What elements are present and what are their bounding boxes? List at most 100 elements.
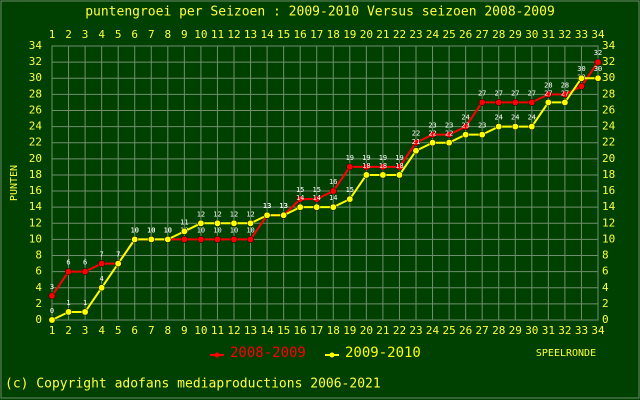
data-label: 19: [379, 154, 387, 162]
x-tick-label: 2: [65, 324, 72, 337]
data-point: [445, 131, 453, 139]
data-point: [511, 123, 519, 131]
x-tick-label: 5: [115, 324, 122, 337]
data-point: [412, 139, 420, 147]
data-label: 23: [445, 122, 453, 130]
data-label: 1: [83, 299, 87, 307]
data-label: 12: [246, 210, 254, 218]
data-point: [346, 163, 354, 171]
data-label: 11: [180, 218, 188, 226]
x-tick-label: 23: [409, 324, 422, 337]
data-point: [164, 235, 172, 243]
x-tick-label: 26: [459, 324, 472, 337]
data-label: 1: [66, 299, 70, 307]
x-tick-label: 18: [327, 324, 340, 337]
data-label: 19: [346, 154, 354, 162]
x-tick-label: 34: [591, 324, 605, 337]
data-label: 3: [50, 283, 54, 291]
data-point: [98, 260, 106, 268]
x-tick-label: 31: [542, 324, 555, 337]
x-top-tick-label: 31: [542, 28, 555, 41]
x-tick-label: 16: [294, 324, 307, 337]
data-label: 10: [147, 226, 155, 234]
data-label: 14: [329, 194, 337, 202]
data-label: 24: [461, 114, 469, 122]
x-top-tick-label: 24: [426, 28, 440, 41]
x-tick-label: 13: [244, 324, 257, 337]
data-point: [362, 163, 370, 171]
series-line: [51, 77, 598, 321]
data-point: [296, 195, 304, 203]
y2-tick-label: 26: [602, 103, 615, 116]
y-tick-label: 6: [35, 265, 42, 278]
data-point: [247, 219, 254, 227]
legend-label: 2008-2009: [230, 345, 306, 361]
y2-tick-label: 4: [602, 281, 609, 294]
y2-tick-label: 30: [602, 71, 615, 84]
data-point: [48, 292, 56, 300]
x-top-tick-label: 26: [459, 28, 472, 41]
data-label: 7: [116, 251, 120, 259]
data-label: 22: [428, 130, 436, 138]
data-label: 30: [594, 65, 602, 73]
data-label: 7: [116, 251, 120, 259]
y-tick-label: 16: [29, 184, 42, 197]
data-label: 6: [66, 259, 70, 267]
x-top-tick-label: 8: [165, 28, 172, 41]
x-tick-label: 3: [82, 324, 89, 337]
x-tick-label: 22: [393, 324, 406, 337]
legend-marker: [329, 352, 335, 358]
data-label: 10: [164, 226, 172, 234]
data-point: [131, 235, 139, 243]
y-tick-label: 24: [29, 120, 43, 133]
x-top-tick-label: 21: [376, 28, 389, 41]
data-label: 7: [100, 251, 104, 259]
data-point: [362, 171, 370, 179]
y-tick-label: 14: [29, 200, 43, 213]
data-label: 13: [263, 202, 271, 210]
data-label: 10: [213, 226, 221, 234]
data-point: [114, 260, 122, 268]
data-point: [462, 123, 470, 131]
data-point: [296, 203, 304, 211]
data-point: [180, 235, 188, 243]
data-label: 19: [395, 154, 403, 162]
y-tick-label: 12: [29, 216, 42, 229]
data-point: [247, 235, 254, 243]
data-label: 16: [329, 178, 337, 186]
y2-tick-label: 28: [602, 87, 615, 100]
data-point: [230, 235, 238, 243]
y-tick-label: 2: [35, 297, 42, 310]
x-tick-label: 20: [360, 324, 373, 337]
data-point: [561, 98, 569, 106]
data-label: 10: [131, 226, 139, 234]
data-point: [511, 98, 519, 106]
data-point: [412, 147, 420, 155]
x-top-tick-label: 22: [393, 28, 406, 41]
x-top-tick-label: 4: [98, 28, 105, 41]
data-point: [429, 139, 436, 147]
y-tick-label: 8: [35, 249, 42, 262]
data-point: [379, 171, 387, 179]
y2-tick-label: 6: [602, 265, 609, 278]
data-point: [98, 284, 106, 292]
data-label: 15: [296, 186, 304, 194]
x-tick-label: 14: [260, 324, 274, 337]
data-point: [495, 123, 503, 131]
data-point: [214, 235, 221, 243]
data-label: 13: [279, 202, 287, 210]
data-point: [462, 131, 470, 139]
y2-tick-label: 10: [602, 232, 615, 245]
x-top-tick-label: 2: [65, 28, 72, 41]
y-tick-label: 28: [29, 87, 42, 100]
data-point: [81, 268, 89, 276]
data-point: [594, 74, 602, 82]
y2-tick-label: 2: [602, 297, 609, 310]
y-tick-label: 30: [29, 71, 42, 84]
y-tick-label: 10: [29, 232, 42, 245]
x-tick-label: 32: [558, 324, 571, 337]
x-axis-label: SPEELRONDE: [536, 348, 596, 359]
